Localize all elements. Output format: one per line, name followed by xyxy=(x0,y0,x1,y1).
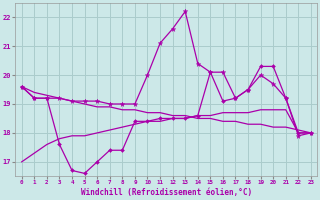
X-axis label: Windchill (Refroidissement éolien,°C): Windchill (Refroidissement éolien,°C) xyxy=(81,188,252,197)
